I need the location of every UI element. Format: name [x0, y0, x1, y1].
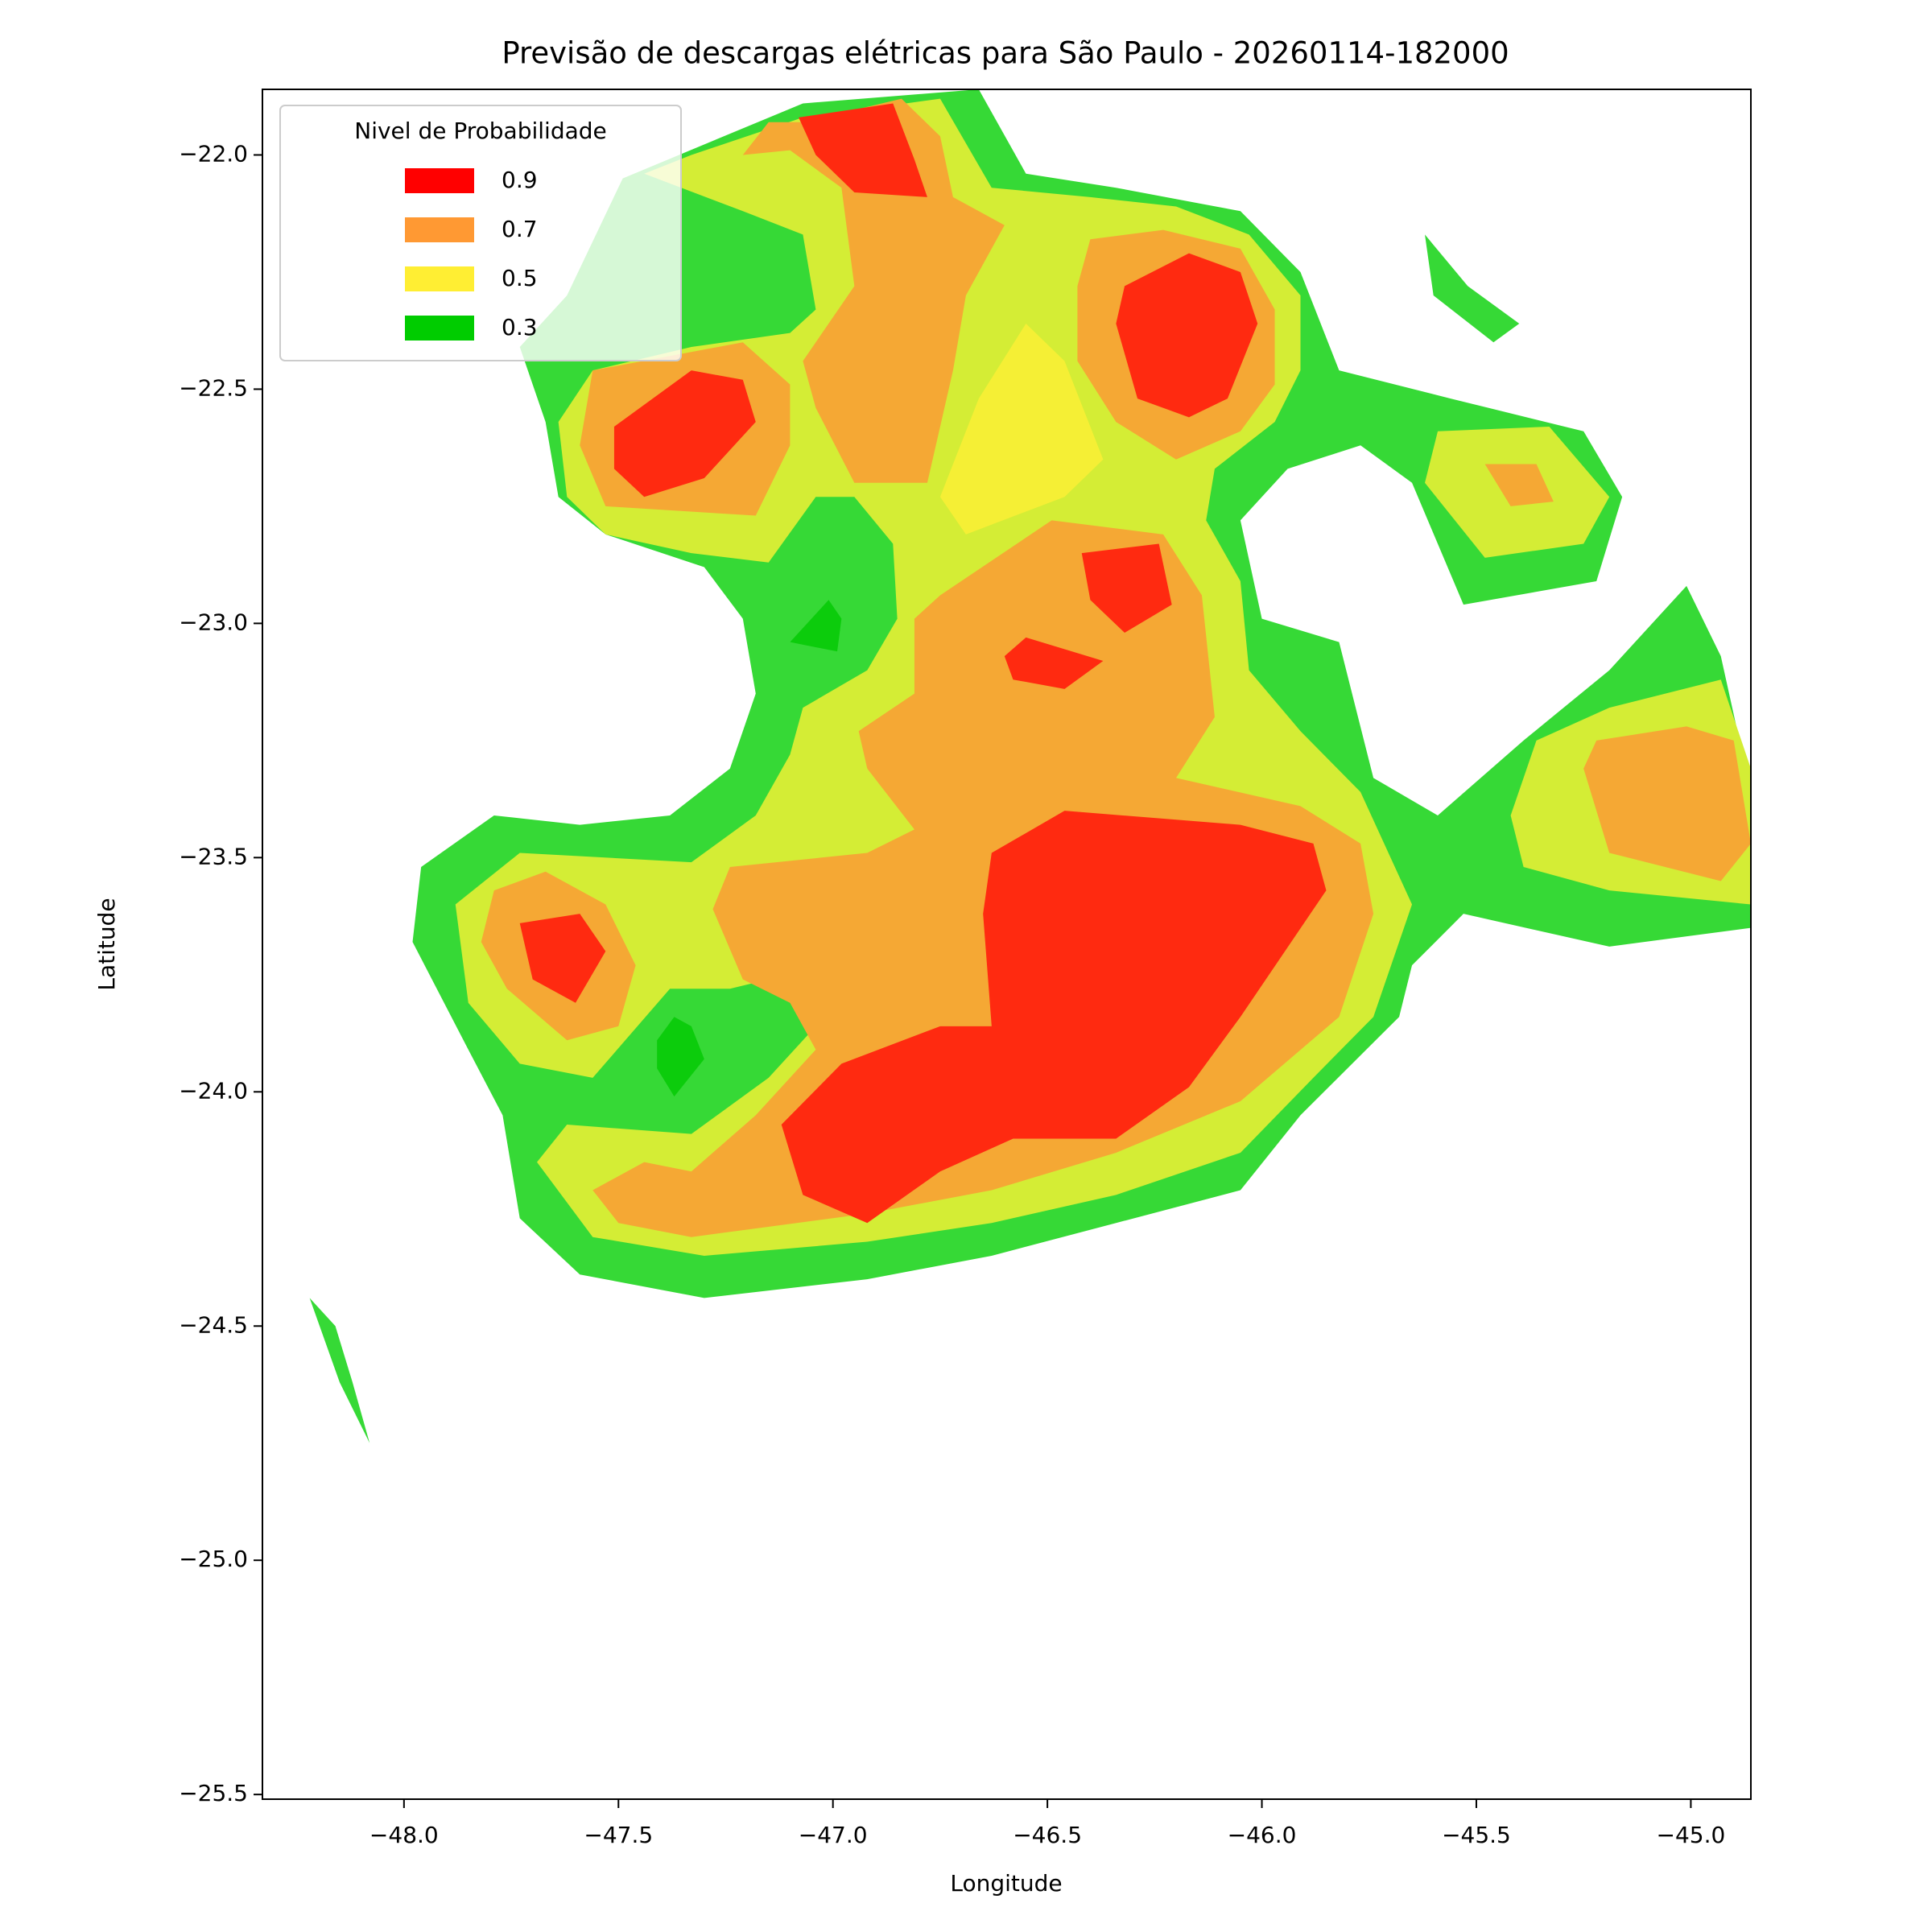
legend-label: 0.5 [502, 265, 538, 291]
axes: −48.0 −47.5 −47.0 −46.5 −46.0 −45.5 −45.0 −22.0… [179, 140, 1725, 1848]
legend-label: 0.3 [502, 314, 538, 341]
x-tick-label: −45.5 [1442, 1822, 1511, 1848]
y-tick-label: −22.5 [179, 374, 248, 401]
y-tick-label: −25.5 [179, 1780, 248, 1806]
y-tick-label: −22.0 [179, 140, 248, 167]
x-tick-label: −46.0 [1228, 1822, 1297, 1848]
legend-swatch [405, 217, 474, 242]
x-tick-label: −46.5 [1013, 1822, 1082, 1848]
contour-region [939, 323, 1104, 535]
x-tick-label: −47.0 [799, 1822, 868, 1848]
y-tick-label: −23.0 [179, 609, 248, 635]
legend-label: 0.7 [502, 216, 538, 242]
x-tick-label: −45.0 [1656, 1822, 1725, 1848]
y-tick-label: −25.0 [179, 1546, 248, 1572]
legend-swatch [405, 266, 474, 291]
contour-region [790, 600, 842, 652]
contour-region [613, 370, 756, 497]
contour-region [1116, 253, 1258, 418]
contour-region [1484, 464, 1554, 506]
contour-region [1081, 543, 1172, 634]
legend-frame [279, 105, 682, 361]
y-tick-label: −24.0 [179, 1077, 248, 1104]
y-tick-label: −24.5 [179, 1311, 248, 1338]
y-axis-label: Latitude [93, 898, 120, 990]
legend-label: 0.9 [502, 167, 538, 193]
x-axis-label: Longitude [950, 1870, 1062, 1897]
contour-region [742, 98, 1005, 483]
contour-fill [309, 89, 1751, 1443]
contour-region [799, 103, 927, 197]
contour-region [1425, 234, 1520, 343]
legend-swatch [405, 168, 474, 193]
legend-swatch [405, 316, 474, 341]
plot-frame [262, 89, 1752, 1800]
contour-region [781, 811, 1327, 1224]
x-tick-label: −47.5 [584, 1822, 653, 1848]
y-tick-label: −23.5 [179, 843, 248, 869]
x-tick-label: −48.0 [369, 1822, 439, 1848]
contour-region [657, 1017, 704, 1097]
contour-region [519, 914, 606, 1003]
contour-region [1583, 726, 1751, 881]
contour-region [309, 1298, 370, 1443]
legend: Nivel de Probabilidade 0.9 0.7 0.5 0.3 [279, 105, 682, 361]
contour-region [1004, 637, 1104, 689]
chart-title: Previsão de descargas elétricas para São… [502, 36, 1509, 71]
legend-title: Nivel de Probabilidade [354, 118, 607, 144]
